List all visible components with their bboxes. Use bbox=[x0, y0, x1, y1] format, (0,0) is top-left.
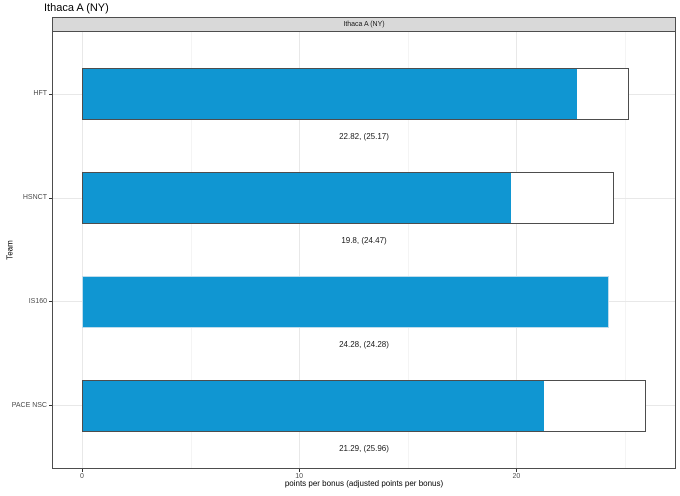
y-tick-mark bbox=[49, 405, 52, 407]
x-tick-label: 20 bbox=[512, 473, 521, 480]
y-tick-label: PACE NSC bbox=[11, 401, 47, 409]
y-tick-label: IS160 bbox=[28, 297, 47, 305]
x-tick-label: 10 bbox=[295, 473, 304, 480]
x-tick-mark bbox=[81, 469, 83, 472]
x-tick-mark bbox=[299, 469, 301, 472]
facet-strip: Ithaca A (NY) bbox=[52, 17, 676, 32]
bar-fill-segment bbox=[82, 69, 577, 120]
facet-strip-label: Ithaca A (NY) bbox=[343, 21, 385, 28]
bar-fill-segment bbox=[82, 173, 512, 224]
grid-minor-vline bbox=[625, 32, 627, 468]
y-tick-label: HSNCT bbox=[22, 194, 47, 202]
bar-value-label: 19.8, (24.47) bbox=[341, 236, 387, 246]
grid-major-vline bbox=[299, 32, 301, 468]
bar-fill-segment bbox=[82, 276, 609, 327]
bar-value-label: 22.82, (25.17) bbox=[339, 132, 389, 142]
plot-title: Ithaca A (NY) bbox=[44, 2, 109, 14]
y-tick-mark bbox=[49, 197, 52, 199]
grid-major-vline bbox=[516, 32, 518, 468]
bar-pace-nsc bbox=[81, 379, 646, 432]
y-tick-mark bbox=[49, 93, 52, 95]
grid-minor-vline bbox=[190, 32, 192, 468]
plot-panel: 22.82, (25.17) 19.8, (24.47) 24.28, (24.28… bbox=[52, 31, 676, 469]
x-tick-mark bbox=[516, 469, 518, 472]
y-tick-mark bbox=[49, 301, 52, 303]
x-axis-title: points per bonus (adjusted points per bo… bbox=[284, 479, 444, 488]
y-axis-title: Team bbox=[5, 240, 15, 260]
bar-fill-segment bbox=[82, 380, 544, 431]
x-tick-label: 0 bbox=[79, 473, 84, 480]
bar-hft bbox=[81, 68, 629, 121]
bar-value-label: 24.28, (24.28) bbox=[339, 339, 389, 349]
bar-value-label: 21.29, (25.96) bbox=[339, 443, 389, 453]
grid-major-vline bbox=[81, 32, 83, 468]
y-tick-label: HFT bbox=[33, 90, 47, 98]
bar-is160 bbox=[81, 275, 610, 328]
grid-minor-vline bbox=[407, 32, 409, 468]
bar-hsnct bbox=[81, 172, 614, 225]
